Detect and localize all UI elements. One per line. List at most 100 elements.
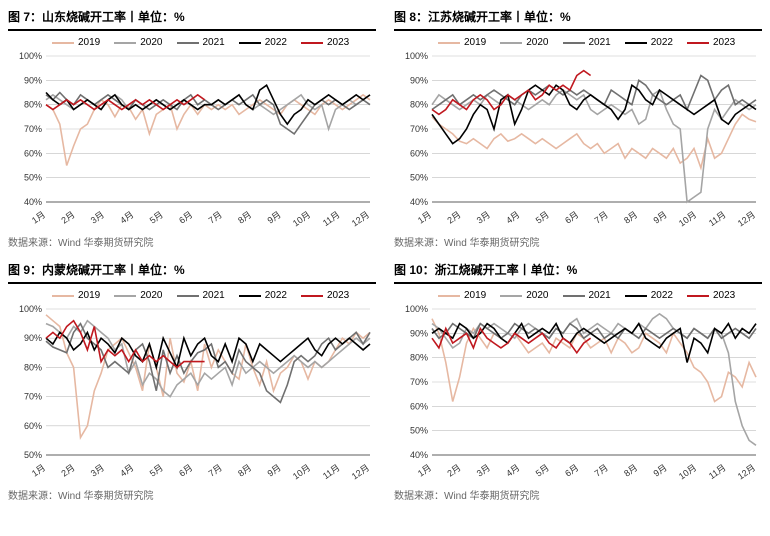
legend-swatch	[239, 295, 261, 297]
legend-label: 2022	[651, 37, 673, 48]
legend-swatch	[301, 295, 323, 297]
svg-text:50%: 50%	[24, 173, 42, 183]
chart-title: 图 8：江苏烧碱开工率丨单位：%	[394, 8, 762, 31]
legend-swatch	[52, 295, 74, 297]
svg-text:10月: 10月	[677, 462, 698, 481]
legend-item: 2023	[301, 37, 349, 48]
source-text: 数据来源：Wind 华泰期货研究院	[8, 487, 376, 502]
svg-text:80%: 80%	[24, 100, 42, 110]
panel-fig10: 图 10：浙江烧碱开工率丨单位：% 20192020202120222023 4…	[394, 261, 762, 502]
legend-swatch	[52, 42, 74, 44]
legend-label: 2020	[140, 37, 162, 48]
svg-text:4月: 4月	[118, 209, 135, 225]
svg-text:5月: 5月	[148, 462, 165, 478]
svg-text:100%: 100%	[19, 304, 42, 314]
svg-text:2月: 2月	[445, 209, 462, 225]
svg-text:10月: 10月	[677, 209, 698, 228]
svg-text:4月: 4月	[504, 209, 521, 225]
svg-text:9月: 9月	[266, 462, 283, 478]
svg-text:2月: 2月	[59, 462, 76, 478]
svg-text:3月: 3月	[89, 209, 106, 225]
svg-text:4月: 4月	[118, 462, 135, 478]
svg-text:3月: 3月	[475, 462, 492, 478]
svg-text:7月: 7月	[207, 462, 224, 478]
svg-text:6月: 6月	[177, 462, 194, 478]
svg-text:8月: 8月	[236, 462, 253, 478]
svg-text:100%: 100%	[405, 304, 428, 314]
legend-item: 2020	[500, 290, 548, 301]
panel-fig7: 图 7：山东烧碱开工率丨单位：% 20192020202120222023 40…	[8, 8, 376, 249]
svg-text:3月: 3月	[89, 462, 106, 478]
svg-text:70%: 70%	[410, 124, 428, 134]
series-2019	[432, 114, 756, 167]
svg-text:12月: 12月	[350, 462, 371, 481]
svg-text:90%: 90%	[24, 333, 42, 343]
panel-fig8: 图 8：江苏烧碱开工率丨单位：% 20192020202120222023 40…	[394, 8, 762, 249]
svg-text:1月: 1月	[30, 209, 47, 225]
legend-swatch	[114, 295, 136, 297]
legend-item: 2020	[114, 290, 162, 301]
svg-text:50%: 50%	[24, 450, 42, 460]
legend-swatch	[177, 42, 199, 44]
legend-swatch	[500, 42, 522, 44]
svg-text:5月: 5月	[148, 209, 165, 225]
legend-item: 2020	[114, 37, 162, 48]
svg-text:6月: 6月	[563, 462, 580, 478]
svg-text:10月: 10月	[291, 462, 312, 481]
legend-swatch	[177, 295, 199, 297]
svg-text:9月: 9月	[652, 209, 669, 225]
legend-item: 2019	[438, 37, 486, 48]
legend-swatch	[114, 42, 136, 44]
svg-text:7月: 7月	[207, 209, 224, 225]
svg-text:11月: 11月	[321, 209, 342, 228]
legend-item: 2020	[500, 37, 548, 48]
svg-text:8月: 8月	[622, 462, 639, 478]
legend-label: 2023	[713, 290, 735, 301]
svg-text:80%: 80%	[410, 100, 428, 110]
legend: 20192020202120222023	[394, 33, 762, 50]
legend-label: 2021	[203, 290, 225, 301]
legend-label: 2023	[327, 37, 349, 48]
legend-item: 2023	[301, 290, 349, 301]
svg-text:40%: 40%	[410, 197, 428, 207]
svg-text:1月: 1月	[416, 462, 433, 478]
legend-label: 2022	[651, 290, 673, 301]
svg-text:40%: 40%	[410, 450, 428, 460]
legend-item: 2022	[239, 37, 287, 48]
legend-item: 2023	[687, 37, 735, 48]
chart-title: 图 10：浙江烧碱开工率丨单位：%	[394, 261, 762, 284]
svg-text:7月: 7月	[593, 462, 610, 478]
chart-canvas: 40%50%60%70%80%90%100%1月2月3月4月5月6月7月8月9月…	[394, 50, 762, 230]
svg-text:5月: 5月	[534, 462, 551, 478]
panel-fig9: 图 9：内蒙烧碱开工率丨单位：% 20192020202120222023 50…	[8, 261, 376, 502]
svg-text:60%: 60%	[410, 148, 428, 158]
chart-grid: 图 7：山东烧碱开工率丨单位：% 20192020202120222023 40…	[8, 8, 762, 502]
legend-label: 2020	[526, 37, 548, 48]
svg-text:1月: 1月	[30, 462, 47, 478]
legend-swatch	[438, 42, 460, 44]
legend-swatch	[239, 42, 261, 44]
legend-swatch	[625, 42, 647, 44]
svg-text:90%: 90%	[24, 75, 42, 85]
legend-label: 2023	[327, 290, 349, 301]
svg-text:4月: 4月	[504, 462, 521, 478]
svg-text:7月: 7月	[593, 209, 610, 225]
source-text: 数据来源：Wind 华泰期货研究院	[394, 487, 762, 502]
chart-canvas: 50%60%70%80%90%100%1月2月3月4月5月6月7月8月9月10月…	[8, 303, 376, 483]
svg-text:8月: 8月	[236, 209, 253, 225]
source-text: 数据来源：Wind 华泰期货研究院	[8, 234, 376, 249]
svg-text:50%: 50%	[410, 173, 428, 183]
legend-item: 2022	[625, 37, 673, 48]
svg-text:50%: 50%	[410, 426, 428, 436]
chart-title: 图 9：内蒙烧碱开工率丨单位：%	[8, 261, 376, 284]
svg-text:6月: 6月	[177, 209, 194, 225]
legend-swatch	[687, 295, 709, 297]
svg-text:60%: 60%	[24, 148, 42, 158]
legend-item: 2019	[52, 37, 100, 48]
legend-label: 2019	[78, 37, 100, 48]
svg-text:12月: 12月	[736, 209, 757, 228]
svg-text:60%: 60%	[410, 401, 428, 411]
legend-swatch	[563, 295, 585, 297]
legend-label: 2020	[140, 290, 162, 301]
svg-text:40%: 40%	[24, 197, 42, 207]
